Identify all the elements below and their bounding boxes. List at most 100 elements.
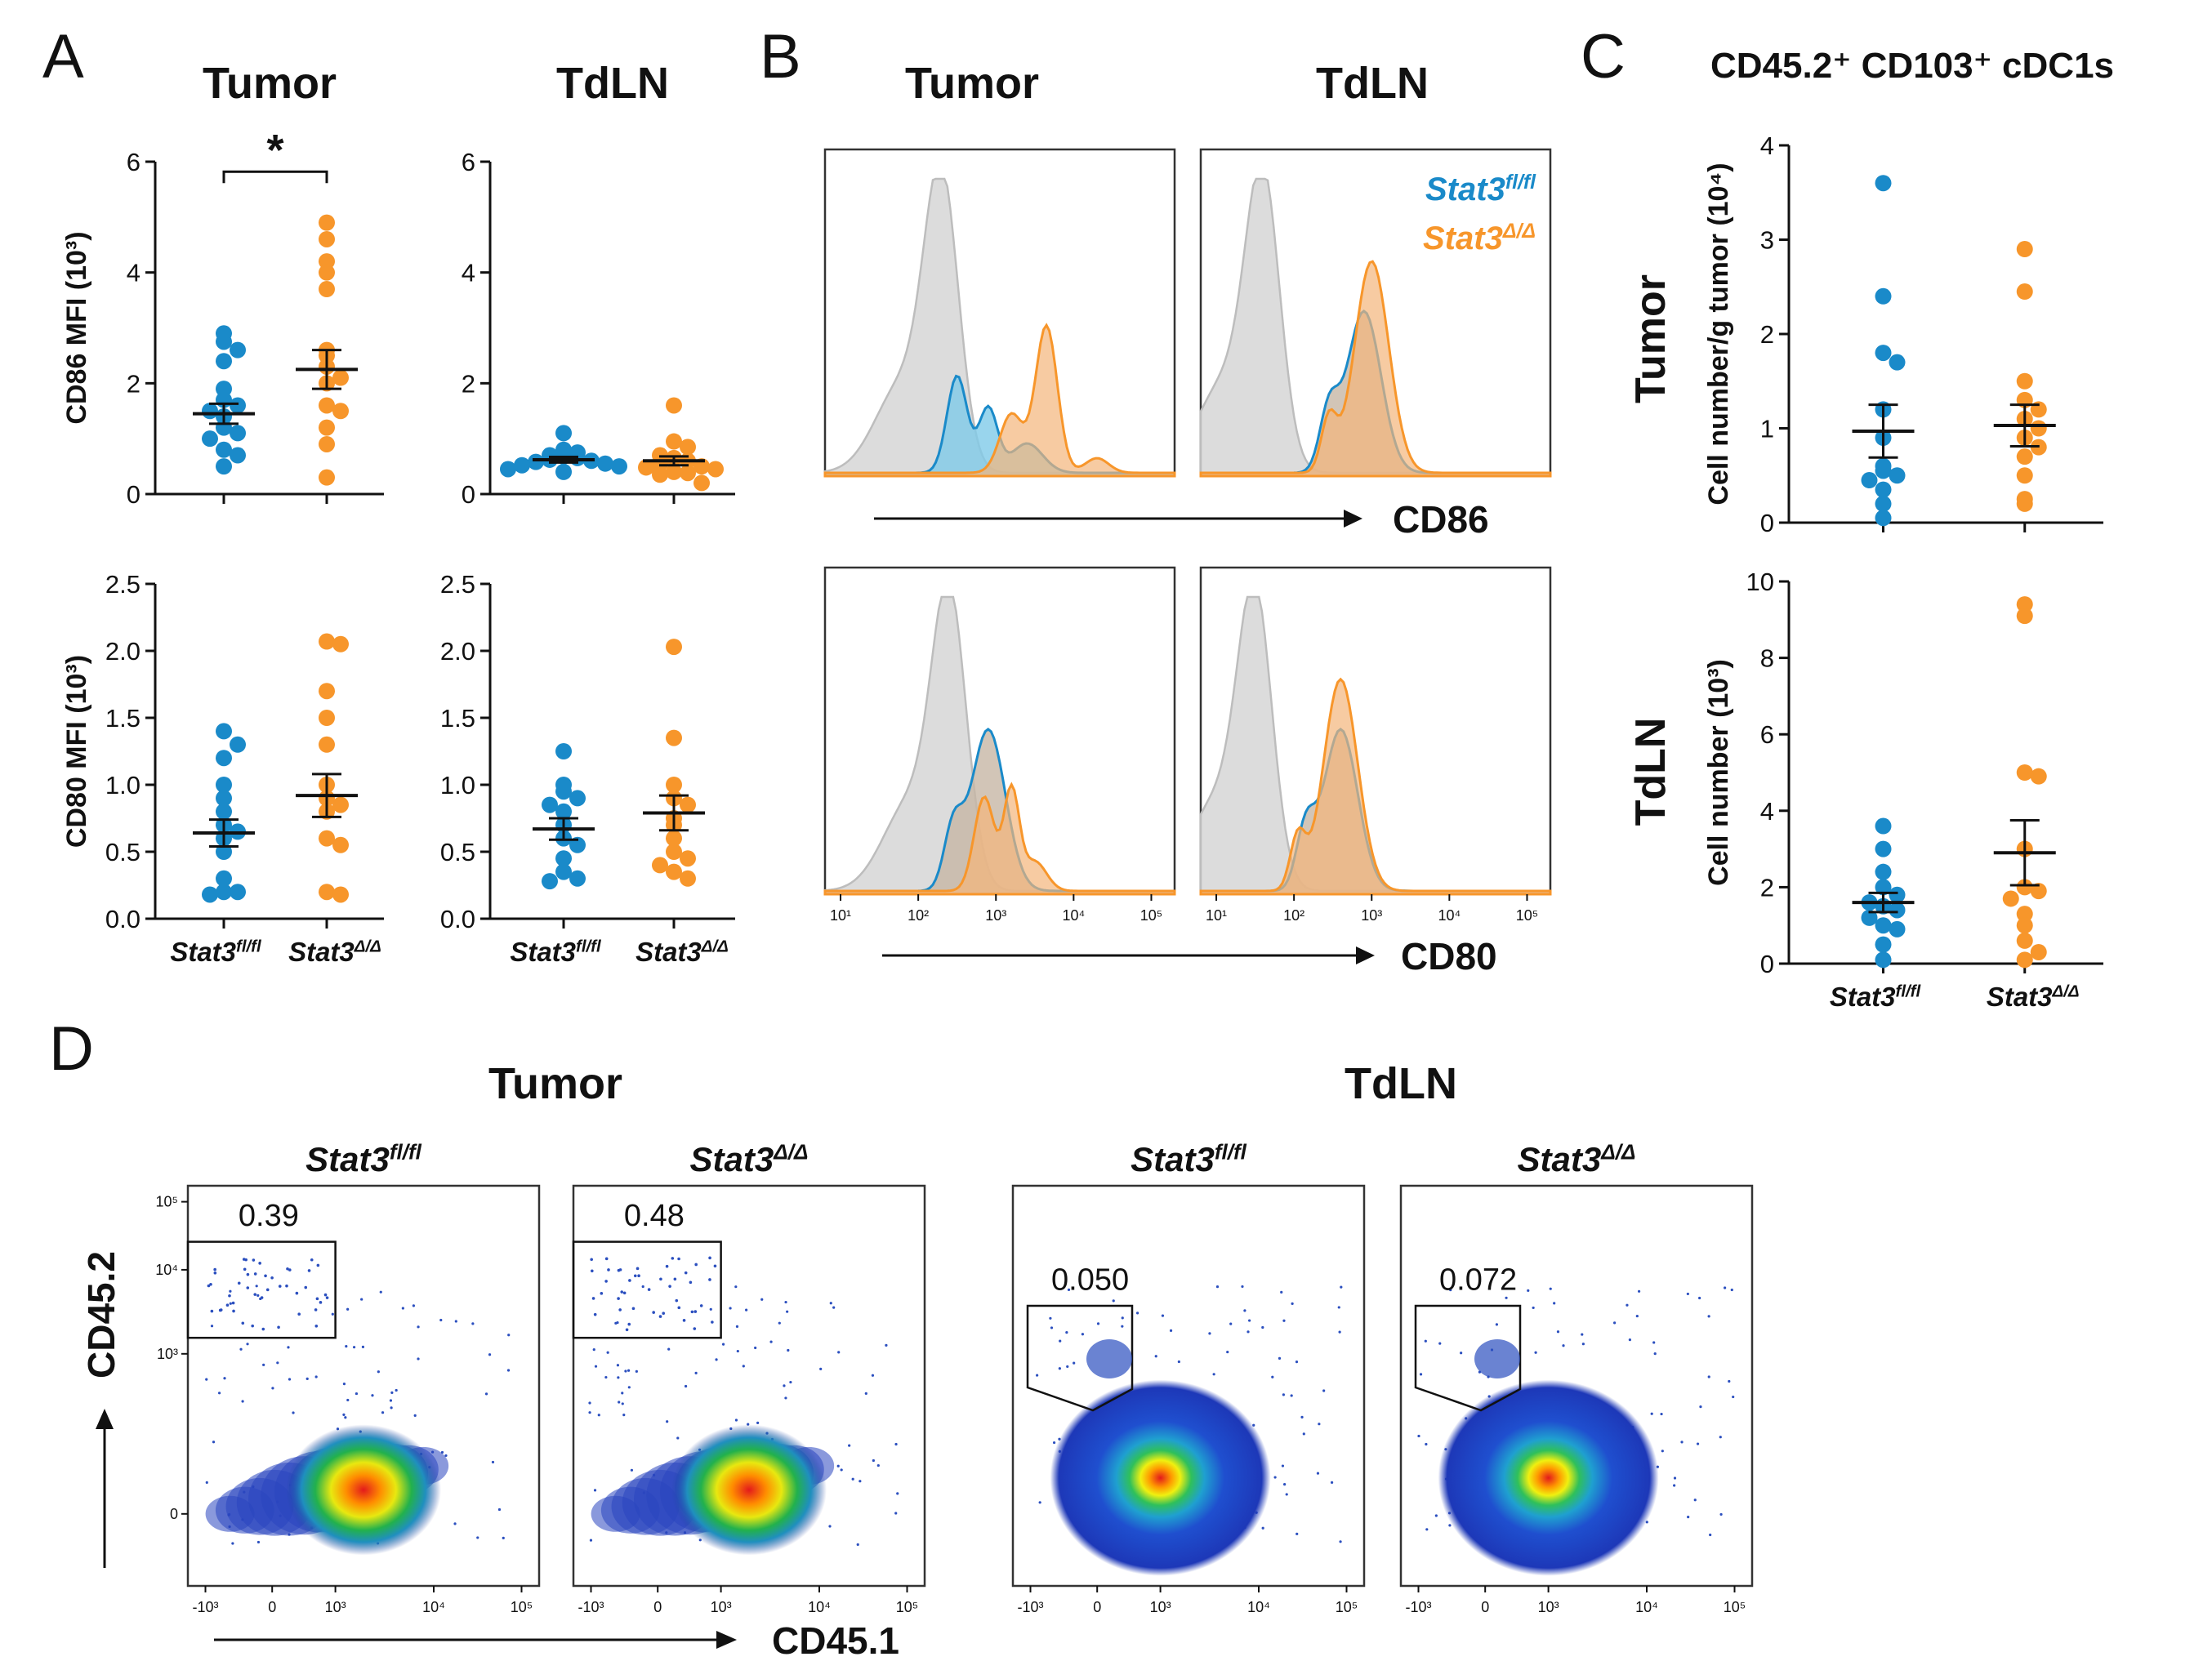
histogram-stat3-del-curve [823, 782, 1176, 896]
event-dot [1699, 1405, 1702, 1409]
event-dot [871, 1374, 875, 1377]
gated-event-dot [668, 1285, 671, 1288]
event-dot [1135, 1312, 1139, 1315]
data-point [638, 459, 654, 476]
data-point [1875, 863, 1892, 880]
event-dot [676, 1436, 680, 1440]
event-dot [1728, 1379, 1731, 1383]
event-dot [1316, 1472, 1320, 1475]
event-dot [1296, 1532, 1299, 1535]
event-dot [1673, 1484, 1676, 1487]
data-point [216, 441, 232, 458]
data-point [666, 639, 682, 656]
data-point [569, 836, 586, 853]
event-dot [1282, 1319, 1286, 1322]
data-point [216, 884, 232, 901]
event-dot [709, 1307, 712, 1311]
event-dot [593, 1489, 597, 1492]
gate-polygon [1414, 1304, 1522, 1412]
event-dot [617, 1376, 620, 1379]
event-dot [1653, 1352, 1657, 1356]
gated-event-dot [620, 1290, 624, 1294]
flow-x-tick-label: -10³ [1405, 1599, 1431, 1615]
gated-event-dot [693, 1310, 698, 1313]
gated-event-dot [708, 1278, 711, 1281]
gated-event-dot [237, 1281, 241, 1285]
event-dot [630, 1468, 634, 1472]
event-dot [287, 1346, 290, 1349]
event-dot [1049, 1316, 1052, 1320]
event-dot [1261, 1325, 1264, 1329]
event-dot [1724, 1286, 1727, 1289]
plot-A_cd86_tdln: 0 2 4 6 TdLN [462, 59, 735, 509]
event-dot [627, 1369, 631, 1372]
gated-event-dot [261, 1327, 265, 1331]
data-point [555, 743, 572, 759]
flow-x-tick-label: -10³ [192, 1599, 218, 1615]
gated-event-dot [264, 1274, 267, 1278]
flow-x-tick-label: 10³ [1538, 1599, 1559, 1615]
hist-x-tick-label: 10² [908, 907, 929, 924]
event-dot [1215, 1285, 1220, 1289]
event-dot [1449, 1288, 1452, 1292]
data-point [597, 455, 613, 472]
data-point [2002, 890, 2019, 907]
event-dot [666, 1420, 669, 1423]
data-point [707, 461, 724, 478]
event-dot [589, 1539, 593, 1542]
event-dot [604, 1375, 608, 1379]
event-dot [1660, 1412, 1663, 1416]
hist-x-tick-label: 10⁴ [1438, 907, 1461, 924]
event-dot [484, 1392, 488, 1396]
data-point [528, 453, 544, 470]
event-dot [439, 1318, 443, 1322]
event-dot [390, 1391, 394, 1394]
event-dot [829, 1302, 832, 1305]
flow-x-tick-label: 10⁵ [1336, 1599, 1358, 1615]
event-dot [453, 1522, 457, 1525]
data-point [1875, 287, 1892, 305]
event-dot [1637, 1289, 1641, 1293]
event-dot [754, 1346, 757, 1350]
event-dot [1673, 1476, 1677, 1480]
flow-x-tick-label: -10³ [578, 1599, 604, 1615]
gated-event-dot [636, 1267, 640, 1271]
event-dot [769, 1340, 773, 1343]
data-point [2016, 608, 2033, 625]
event-dot [784, 1396, 787, 1400]
flow-x-tick-label: 0 [1093, 1599, 1101, 1615]
event-dot [342, 1413, 346, 1417]
gated-event-dot [253, 1293, 257, 1296]
data-point [319, 214, 335, 231]
event-dot [346, 1307, 350, 1311]
event-dot [1050, 1326, 1054, 1329]
y-tick-label: 2.0 [105, 637, 140, 666]
event-dot [1281, 1464, 1285, 1467]
gated-event-dot [689, 1280, 693, 1285]
event-dot [256, 1540, 261, 1544]
event-dot [1556, 1330, 1560, 1334]
event-dot [1067, 1288, 1071, 1291]
hist-x-tick-label: 10¹ [1206, 907, 1227, 924]
event-dot [1338, 1330, 1341, 1334]
event-dot [1417, 1434, 1420, 1438]
event-dot [1283, 1483, 1287, 1486]
event-dot [837, 1351, 841, 1354]
data-point [1861, 472, 1878, 489]
y-tick-label: 0.0 [105, 905, 140, 933]
flow-x-tick-label: 10⁴ [808, 1599, 831, 1615]
event-dot [894, 1442, 898, 1446]
y-tick-label: 2 [1760, 873, 1774, 902]
event-dot [342, 1383, 346, 1386]
gate-percent: 0.072 [1439, 1263, 1517, 1297]
event-dot [1562, 1344, 1565, 1347]
y-tick-label: 4 [462, 259, 475, 287]
event-dot [239, 1347, 243, 1351]
y-tick-label: 0 [1760, 509, 1774, 537]
event-dot [1719, 1436, 1722, 1439]
x-category-label: Stat3fl/fl [510, 937, 602, 967]
event-dot [694, 1371, 698, 1374]
event-dot [1121, 1316, 1124, 1320]
event-dot [1271, 1375, 1274, 1378]
